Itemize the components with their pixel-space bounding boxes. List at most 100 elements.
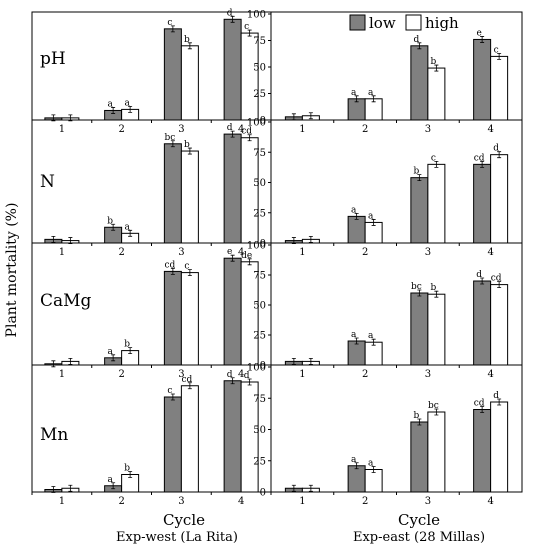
error-bar — [247, 134, 252, 142]
x-tick-label: 4 — [238, 124, 244, 135]
x-tick-label: 3 — [178, 247, 184, 258]
x-tick-label: 2 — [362, 124, 368, 135]
bar-high-cycle-3 — [427, 67, 446, 121]
bar-high-cycle-4 — [490, 401, 509, 493]
error-bar — [111, 223, 116, 231]
error-bar — [230, 254, 235, 262]
y-tick-label: 0 — [260, 116, 266, 127]
y-axis-title: Plant mortality (%) — [4, 203, 20, 338]
error-bar — [354, 95, 359, 103]
y-tick-label: 0 — [260, 488, 266, 499]
error-bar — [308, 112, 313, 120]
bar-low-cycle-4 — [223, 18, 242, 121]
significance-letter: a — [351, 330, 357, 340]
y-tick-label: 0 — [260, 239, 266, 250]
significance-letter: bc — [164, 133, 175, 143]
error-bar — [187, 269, 192, 276]
error-bar — [170, 140, 175, 148]
experiment-title-west: Exp-west (La Rita) — [116, 530, 238, 545]
x-tick-label: 3 — [425, 496, 431, 507]
error-bar — [247, 258, 252, 266]
x-tick-label: 4 — [238, 247, 244, 258]
significance-letter: b — [124, 340, 130, 350]
x-tick-label: 1 — [59, 369, 65, 380]
significance-letter: a — [368, 331, 374, 341]
legend-high-swatch — [405, 14, 422, 31]
x-tick-label: 2 — [118, 369, 124, 380]
x-tick-label: 4 — [487, 369, 493, 380]
bar-low-cycle-3 — [163, 396, 182, 493]
error-bar — [497, 398, 502, 406]
error-bar — [434, 160, 439, 168]
error-bar — [51, 360, 56, 368]
error-bar — [480, 36, 485, 43]
significance-letter: a — [368, 459, 374, 469]
x-tick-label: 1 — [299, 496, 305, 507]
error-bar — [354, 337, 359, 345]
significance-letter: cd — [474, 399, 485, 409]
x-tick-label: 3 — [425, 247, 431, 258]
y-tick-label: 75 — [253, 271, 266, 282]
significance-letter: c — [184, 262, 189, 272]
bar-low-cycle-4 — [473, 38, 492, 121]
significance-letter: b — [413, 167, 419, 177]
error-bar — [230, 377, 235, 385]
error-bar — [308, 235, 313, 243]
x-tick-label: 2 — [362, 496, 368, 507]
error-bar — [111, 482, 116, 490]
y-tick-label: 100 — [247, 363, 266, 374]
y-tick-label: 0 — [260, 361, 266, 372]
bar-high-cycle-4 — [490, 154, 509, 244]
error-bar — [170, 268, 175, 275]
significance-letter: b — [184, 35, 190, 45]
significance-letter: d — [476, 270, 482, 280]
y-tick-label: 100 — [247, 118, 266, 129]
bar-high-cycle-3 — [427, 293, 446, 366]
bar-high-cycle-4 — [490, 55, 509, 121]
significance-letter: b — [184, 140, 190, 150]
significance-letter: c — [167, 386, 172, 396]
significance-letter: bc — [428, 401, 439, 411]
significance-letter: a — [107, 347, 113, 357]
experiment-title-east: Exp-east (28 Millas) — [353, 530, 485, 545]
bar-high-cycle-2 — [364, 341, 383, 366]
significance-letter: a — [124, 222, 130, 232]
significance-letter: a — [351, 205, 357, 215]
bar-high-cycle-3 — [180, 272, 199, 366]
bar-high-cycle-4 — [490, 284, 509, 366]
row-label-camg: CaMg — [40, 291, 92, 311]
bar-low-cycle-4 — [223, 380, 242, 493]
x-axis-title-east: Cycle — [398, 511, 440, 529]
bar-low-cycle-3 — [163, 270, 182, 366]
x-tick-label: 1 — [299, 369, 305, 380]
error-bar — [247, 29, 252, 37]
y-tick-label: 50 — [253, 425, 266, 436]
x-tick-label: 3 — [425, 124, 431, 135]
significance-letter: c — [431, 153, 436, 163]
significance-letter: e — [227, 247, 232, 257]
significance-letter: bc — [411, 282, 422, 292]
error-bar — [111, 354, 116, 362]
error-bar — [187, 42, 192, 50]
y-tick-label: 75 — [253, 36, 266, 47]
error-bar — [68, 358, 73, 365]
significance-letter: d — [227, 8, 233, 18]
x-tick-label: 2 — [118, 496, 124, 507]
error-bar — [497, 151, 502, 159]
bar-high-cycle-3 — [180, 45, 199, 121]
bar-low-cycle-3 — [163, 143, 182, 244]
error-bar — [68, 484, 73, 492]
significance-letter: c — [167, 18, 172, 28]
x-tick-label: 1 — [59, 124, 65, 135]
error-bar — [434, 290, 439, 298]
error-bar — [417, 174, 422, 182]
row-label-ph: pH — [40, 49, 66, 69]
error-bar — [480, 277, 485, 285]
error-bar — [497, 281, 502, 288]
